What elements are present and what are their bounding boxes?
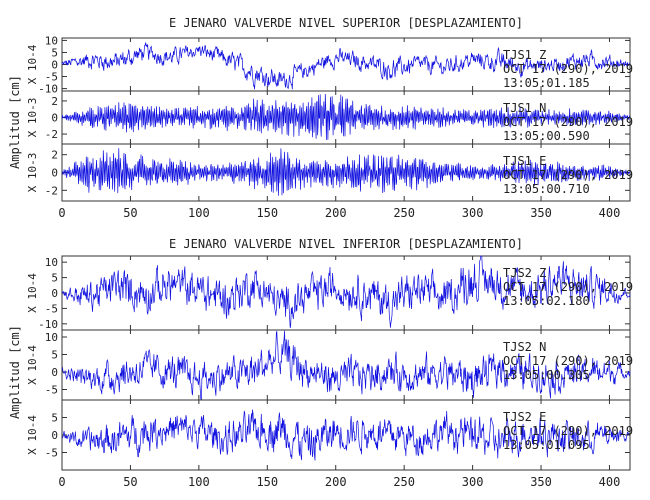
time-label: 13:05:01.185 <box>503 76 590 90</box>
y-tick-label: 0 <box>51 287 58 300</box>
y-tick-label: -5 <box>45 71 58 84</box>
time-label: 13:05:02.180 <box>503 294 590 308</box>
y-tick-label: 2 <box>51 95 58 108</box>
y-tick-label: -5 <box>45 302 58 315</box>
chart-1: E JENARO VALVERDE NIVEL SUPERIOR [DESPLA… <box>8 16 633 220</box>
y-tick-label: 2 <box>51 149 58 162</box>
x-tick-label: 100 <box>188 475 210 489</box>
scale-label: X 10-3 <box>26 153 39 193</box>
station-label: TJS1 E <box>503 154 546 168</box>
time-label: 13:05:01.095 <box>503 438 590 452</box>
y-tick-label: -10 <box>38 83 58 96</box>
x-tick-label: 400 <box>599 475 621 489</box>
x-tick-label: 300 <box>462 475 484 489</box>
chart-title: E JENARO VALVERDE NIVEL SUPERIOR [DESPLA… <box>169 16 523 30</box>
x-tick-label: 0 <box>58 475 65 489</box>
waveform-trace <box>61 148 631 196</box>
y-tick-label: 0 <box>51 59 58 72</box>
x-tick-label: 50 <box>123 475 137 489</box>
station-label: TJS2 Z <box>503 266 546 280</box>
time-label: 13:05:00.305 <box>503 368 590 382</box>
x-tick-label: 150 <box>256 475 278 489</box>
station-label: TJS1 N <box>503 101 546 115</box>
time-label: 13:05:00.590 <box>503 129 590 143</box>
time-label: 13:05:00.710 <box>503 182 590 196</box>
y-tick-label: -5 <box>45 447 58 460</box>
scale-label: X 10-3 <box>26 98 39 138</box>
station-label: TJS2 E <box>503 410 546 424</box>
waveform-trace <box>61 93 631 141</box>
chart-title: E JENARO VALVERDE NIVEL INFERIOR [DESPLA… <box>169 237 523 251</box>
y-tick-label: 10 <box>45 34 58 47</box>
y-tick-label: 0 <box>51 429 58 442</box>
y-tick-label: -2 <box>45 184 58 197</box>
x-tick-label: 350 <box>530 475 552 489</box>
scale-label: X 10-4 <box>26 273 39 313</box>
chart-2: E JENARO VALVERDE NIVEL INFERIOR [DESPLA… <box>8 237 633 489</box>
y-tick-label: 0 <box>51 167 58 180</box>
x-tick-label: 300 <box>462 206 484 220</box>
date-label: OCT 17 (290), 2019 <box>503 62 633 76</box>
x-tick-label: 350 <box>530 206 552 220</box>
x-tick-label: 0 <box>58 206 65 220</box>
y-tick-label: -5 <box>45 384 58 397</box>
date-label: OCT 17 (290), 2019 <box>503 354 633 368</box>
y-tick-label: 0 <box>51 112 58 125</box>
y-axis-label: Amplitud [cm] <box>8 75 22 169</box>
y-axis-label: Amplitud [cm] <box>8 325 22 419</box>
y-tick-label: -2 <box>45 128 58 141</box>
date-label: OCT 17 (290), 2019 <box>503 424 633 438</box>
y-tick-label: 5 <box>51 412 58 425</box>
date-label: OCT 17 (290), 2019 <box>503 168 633 182</box>
waveform-trace <box>61 42 631 90</box>
x-tick-label: 100 <box>188 206 210 220</box>
waveform-trace <box>61 255 631 329</box>
y-tick-label: 5 <box>51 349 58 362</box>
date-label: OCT 17 (290), 2019 <box>503 280 633 294</box>
x-tick-label: 250 <box>393 206 415 220</box>
x-tick-label: 200 <box>325 206 347 220</box>
y-tick-label: 10 <box>45 331 58 344</box>
y-tick-label: -10 <box>38 318 58 331</box>
waveform-trace <box>61 330 631 401</box>
x-tick-label: 150 <box>256 206 278 220</box>
station-label: TJS2 N <box>503 340 546 354</box>
y-tick-label: 5 <box>51 272 58 285</box>
date-label: OCT 17 (290), 2019 <box>503 115 633 129</box>
x-tick-label: 400 <box>599 206 621 220</box>
y-tick-label: 0 <box>51 366 58 379</box>
x-tick-label: 50 <box>123 206 137 220</box>
x-tick-label: 250 <box>393 475 415 489</box>
y-tick-label: 5 <box>51 46 58 59</box>
scale-label: X 10-4 <box>26 44 39 84</box>
scale-label: X 10-4 <box>26 415 39 455</box>
x-tick-label: 200 <box>325 475 347 489</box>
waveform-trace <box>62 409 631 461</box>
station-label: TJS1 Z <box>503 48 546 62</box>
scale-label: X 10-4 <box>26 345 39 385</box>
y-tick-label: 10 <box>45 256 58 269</box>
